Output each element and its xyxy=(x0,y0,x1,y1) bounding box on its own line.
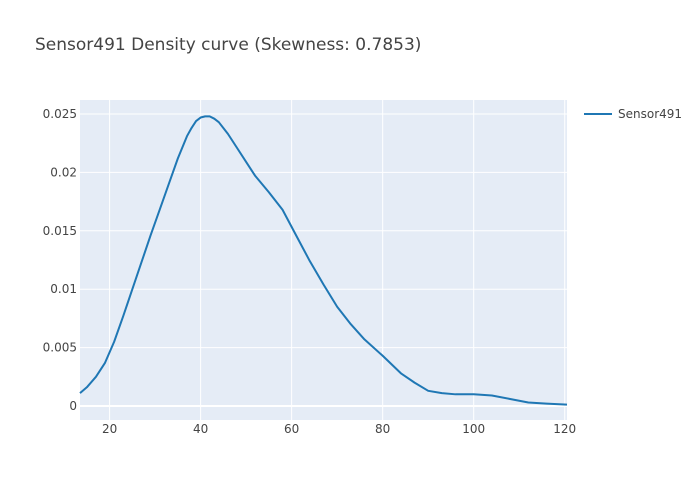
y-axis-ticks: 0 0.005 0.01 0.015 0.02 0.025 xyxy=(43,107,77,413)
x-tick-label: 40 xyxy=(193,422,208,436)
y-tick-label: 0.005 xyxy=(43,341,77,355)
y-tick-label: 0 xyxy=(69,399,77,413)
series-line-sensor491[interactable] xyxy=(79,115,568,406)
x-tick-label: 120 xyxy=(553,422,576,436)
chart-title: Sensor491 Density curve (Skewness: 0.785… xyxy=(35,35,421,55)
y-tick-label: 0.015 xyxy=(43,224,77,238)
x-tick-label: 80 xyxy=(375,422,390,436)
x-tick-label: 60 xyxy=(284,422,299,436)
x-tick-label: 100 xyxy=(462,422,485,436)
y-tick-label: 0.02 xyxy=(50,165,77,179)
grid xyxy=(80,100,567,420)
series-layer xyxy=(79,115,568,406)
legend[interactable]: Sensor491 xyxy=(584,107,682,121)
legend-label: Sensor491 xyxy=(618,107,682,121)
x-tick-label: 20 xyxy=(102,422,117,436)
x-axis-ticks: 20 40 60 80 100 120 xyxy=(102,422,576,436)
plot-area xyxy=(80,100,567,420)
y-tick-label: 0.025 xyxy=(43,107,77,121)
y-tick-label: 0.01 xyxy=(50,282,77,296)
